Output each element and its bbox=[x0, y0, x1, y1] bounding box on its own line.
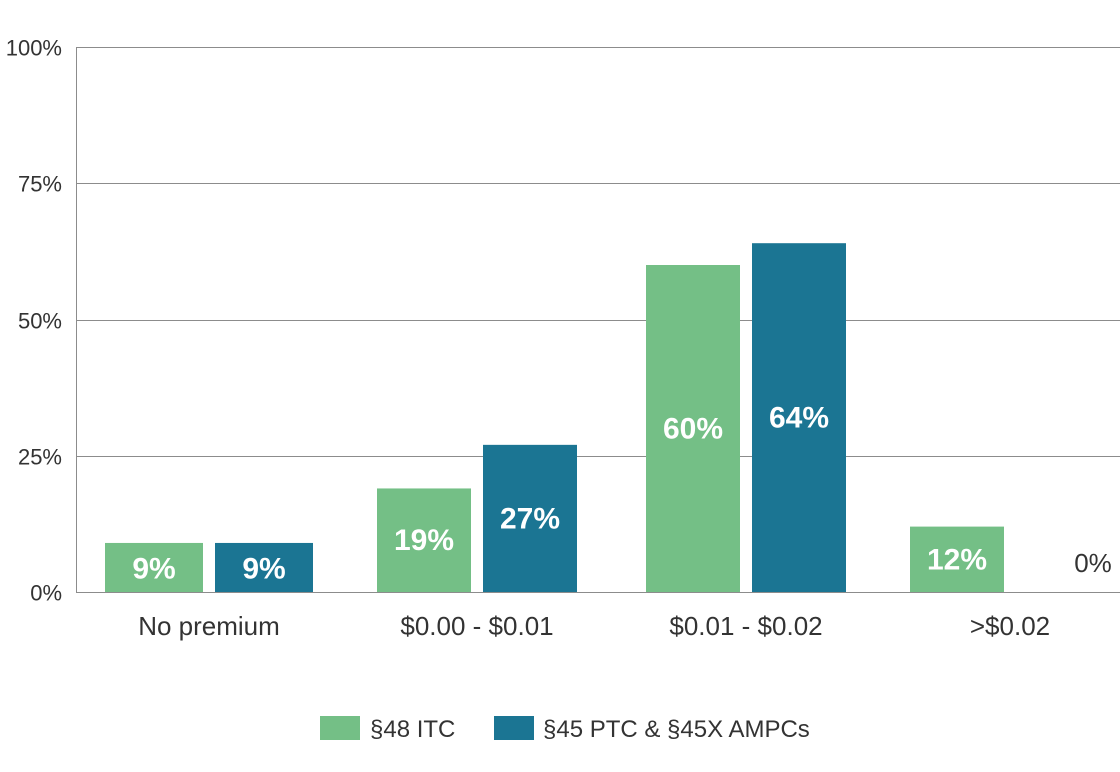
bar-ptc-ampc bbox=[215, 542, 313, 592]
bar-itc bbox=[910, 526, 1004, 592]
legend-swatch-itc bbox=[320, 716, 360, 740]
gridlines bbox=[76, 47, 1120, 593]
data-label: 27% bbox=[500, 502, 560, 535]
x-category-label: No premium bbox=[138, 611, 280, 641]
data-labels: 9% 9% 19% 27% 60% 64% 12% 0% bbox=[132, 402, 1111, 586]
bar-itc bbox=[646, 265, 740, 592]
legend: §48 ITC §45 PTC & §45X AMPCs bbox=[320, 716, 810, 743]
x-axis-categories: No premium $0.00 - $0.01 $0.01 - $0.02 >$0.… bbox=[138, 611, 1050, 641]
bar-ptc-ampc bbox=[752, 243, 846, 592]
bar-itc bbox=[377, 488, 471, 592]
legend-label-itc: §48 ITC bbox=[370, 716, 455, 743]
y-tick-label: 25% bbox=[18, 445, 62, 470]
x-category-label: >$0.02 bbox=[970, 611, 1050, 641]
data-label: 60% bbox=[663, 413, 723, 446]
y-axis-ticks: 0% 25% 50% 75% 100% bbox=[6, 36, 62, 606]
legend-swatch-ptc-ampc bbox=[494, 716, 534, 740]
y-tick-label: 50% bbox=[18, 309, 62, 334]
x-category-label: $0.01 - $0.02 bbox=[669, 611, 822, 641]
data-label: 19% bbox=[394, 524, 454, 557]
bar-itc bbox=[105, 542, 203, 592]
y-tick-label: 0% bbox=[30, 581, 62, 606]
data-label: 9% bbox=[132, 552, 175, 585]
y-tick-label: 100% bbox=[6, 36, 62, 61]
x-category-label: $0.00 - $0.01 bbox=[400, 611, 553, 641]
bar-ptc-ampc bbox=[483, 444, 577, 592]
data-label: 9% bbox=[242, 552, 285, 585]
data-label: 12% bbox=[927, 543, 987, 576]
data-label: 64% bbox=[769, 402, 829, 435]
y-tick-label: 75% bbox=[18, 172, 62, 197]
legend-label-ptc-ampc: §45 PTC & §45X AMPCs bbox=[543, 716, 810, 743]
bars bbox=[105, 243, 1004, 592]
data-label: 0% bbox=[1074, 548, 1112, 578]
